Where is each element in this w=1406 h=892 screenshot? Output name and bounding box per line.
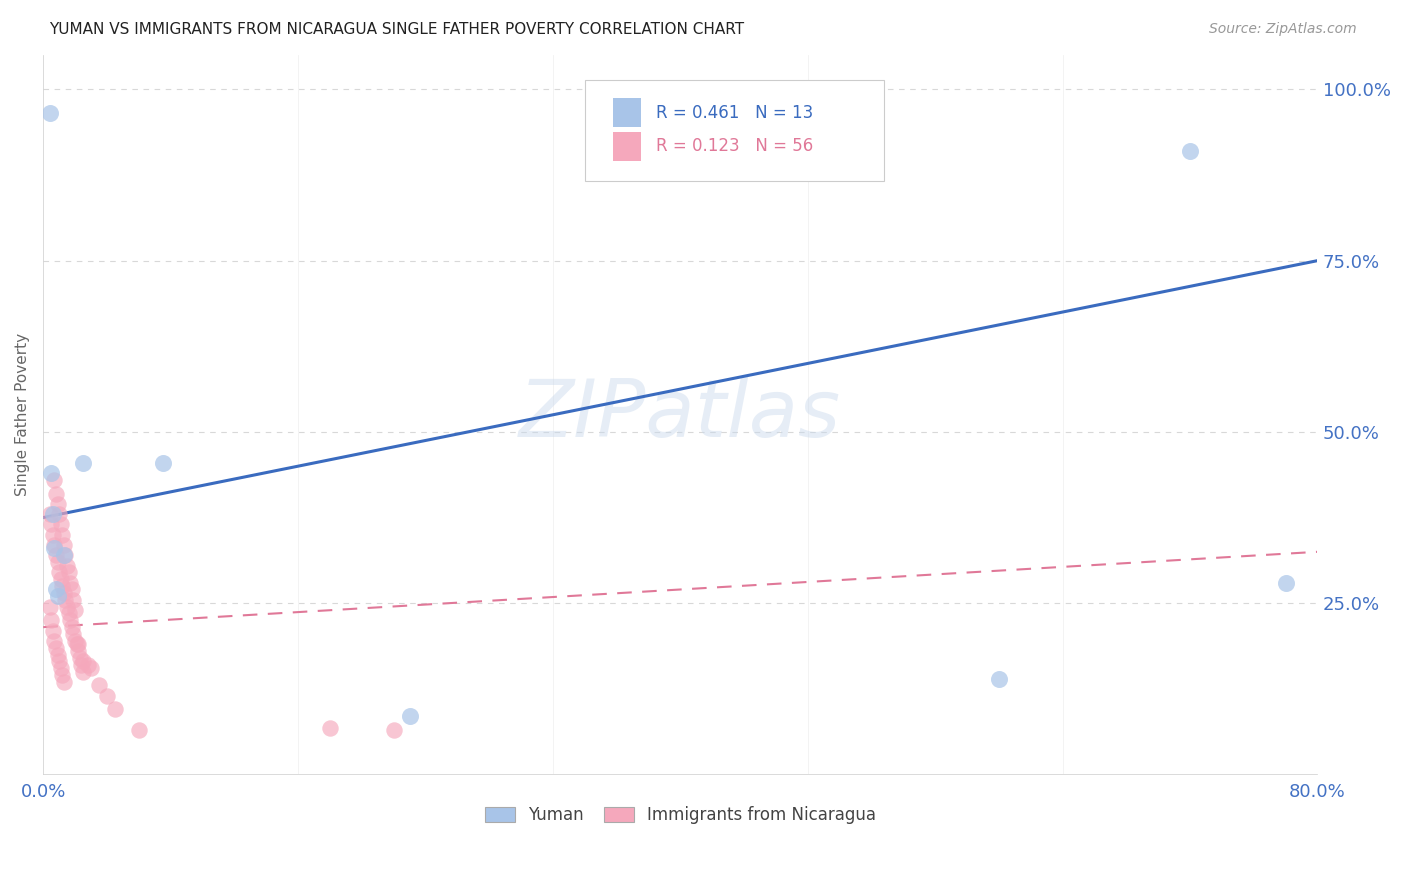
- Point: [42, 507, 65, 521]
- Point: [59, 613, 82, 627]
- Y-axis label: Single Father Poverty: Single Father Poverty: [15, 334, 30, 496]
- Text: ZIPatlas: ZIPatlas: [519, 376, 841, 454]
- Point: [45, 486, 67, 500]
- Point: [38, 507, 60, 521]
- Point: [45, 640, 67, 655]
- Point: [104, 702, 127, 716]
- Point: [1274, 575, 1296, 590]
- Point: [382, 723, 405, 737]
- Point: [48, 566, 70, 580]
- Text: Source: ZipAtlas.com: Source: ZipAtlas.com: [1209, 22, 1357, 37]
- Point: [56, 558, 79, 573]
- Point: [72, 665, 94, 679]
- Point: [55, 548, 77, 562]
- Point: [51, 579, 73, 593]
- Point: [63, 603, 86, 617]
- Point: [38, 106, 60, 120]
- Point: [55, 592, 77, 607]
- Point: [80, 661, 103, 675]
- Point: [72, 456, 94, 470]
- Point: [52, 675, 75, 690]
- Point: [152, 456, 174, 470]
- Point: [52, 538, 75, 552]
- Point: [49, 572, 72, 586]
- Point: [987, 672, 1010, 686]
- Point: [67, 644, 90, 658]
- Point: [52, 548, 75, 562]
- Point: [39, 613, 62, 627]
- Point: [76, 657, 98, 672]
- Point: [39, 517, 62, 532]
- Point: [60, 582, 83, 597]
- Text: YUMAN VS IMMIGRANTS FROM NICARAGUA SINGLE FATHER POVERTY CORRELATION CHART: YUMAN VS IMMIGRANTS FROM NICARAGUA SINGL…: [49, 22, 744, 37]
- Point: [48, 655, 70, 669]
- Point: [62, 627, 84, 641]
- Point: [58, 566, 80, 580]
- Point: [49, 661, 72, 675]
- Point: [46, 590, 69, 604]
- Point: [70, 657, 93, 672]
- Point: [48, 507, 70, 521]
- Point: [67, 637, 90, 651]
- Point: [39, 466, 62, 480]
- Point: [45, 548, 67, 562]
- Point: [59, 575, 82, 590]
- Point: [51, 527, 73, 541]
- Point: [46, 648, 69, 662]
- Point: [46, 555, 69, 569]
- Point: [1178, 144, 1201, 158]
- Point: [42, 527, 65, 541]
- Text: R = 0.461   N = 13: R = 0.461 N = 13: [657, 103, 813, 121]
- Point: [60, 620, 83, 634]
- Point: [38, 599, 60, 614]
- Point: [51, 668, 73, 682]
- Point: [44, 538, 66, 552]
- Point: [44, 473, 66, 487]
- Point: [44, 541, 66, 556]
- Point: [62, 592, 84, 607]
- Point: [96, 689, 118, 703]
- FancyBboxPatch shape: [585, 80, 884, 181]
- Point: [45, 582, 67, 597]
- Point: [72, 655, 94, 669]
- Bar: [613, 98, 641, 127]
- Bar: [613, 132, 641, 161]
- Point: [69, 651, 91, 665]
- Point: [56, 599, 79, 614]
- Point: [128, 723, 150, 737]
- Point: [52, 586, 75, 600]
- Point: [58, 607, 80, 621]
- Point: [398, 709, 420, 723]
- Legend: Yuman, Immigrants from Nicaragua: Yuman, Immigrants from Nicaragua: [478, 799, 883, 830]
- Point: [63, 633, 86, 648]
- Point: [66, 637, 89, 651]
- Point: [42, 624, 65, 638]
- Point: [87, 678, 110, 692]
- Point: [319, 721, 342, 735]
- Point: [46, 497, 69, 511]
- Point: [49, 517, 72, 532]
- Point: [44, 633, 66, 648]
- Text: R = 0.123   N = 56: R = 0.123 N = 56: [657, 137, 813, 155]
